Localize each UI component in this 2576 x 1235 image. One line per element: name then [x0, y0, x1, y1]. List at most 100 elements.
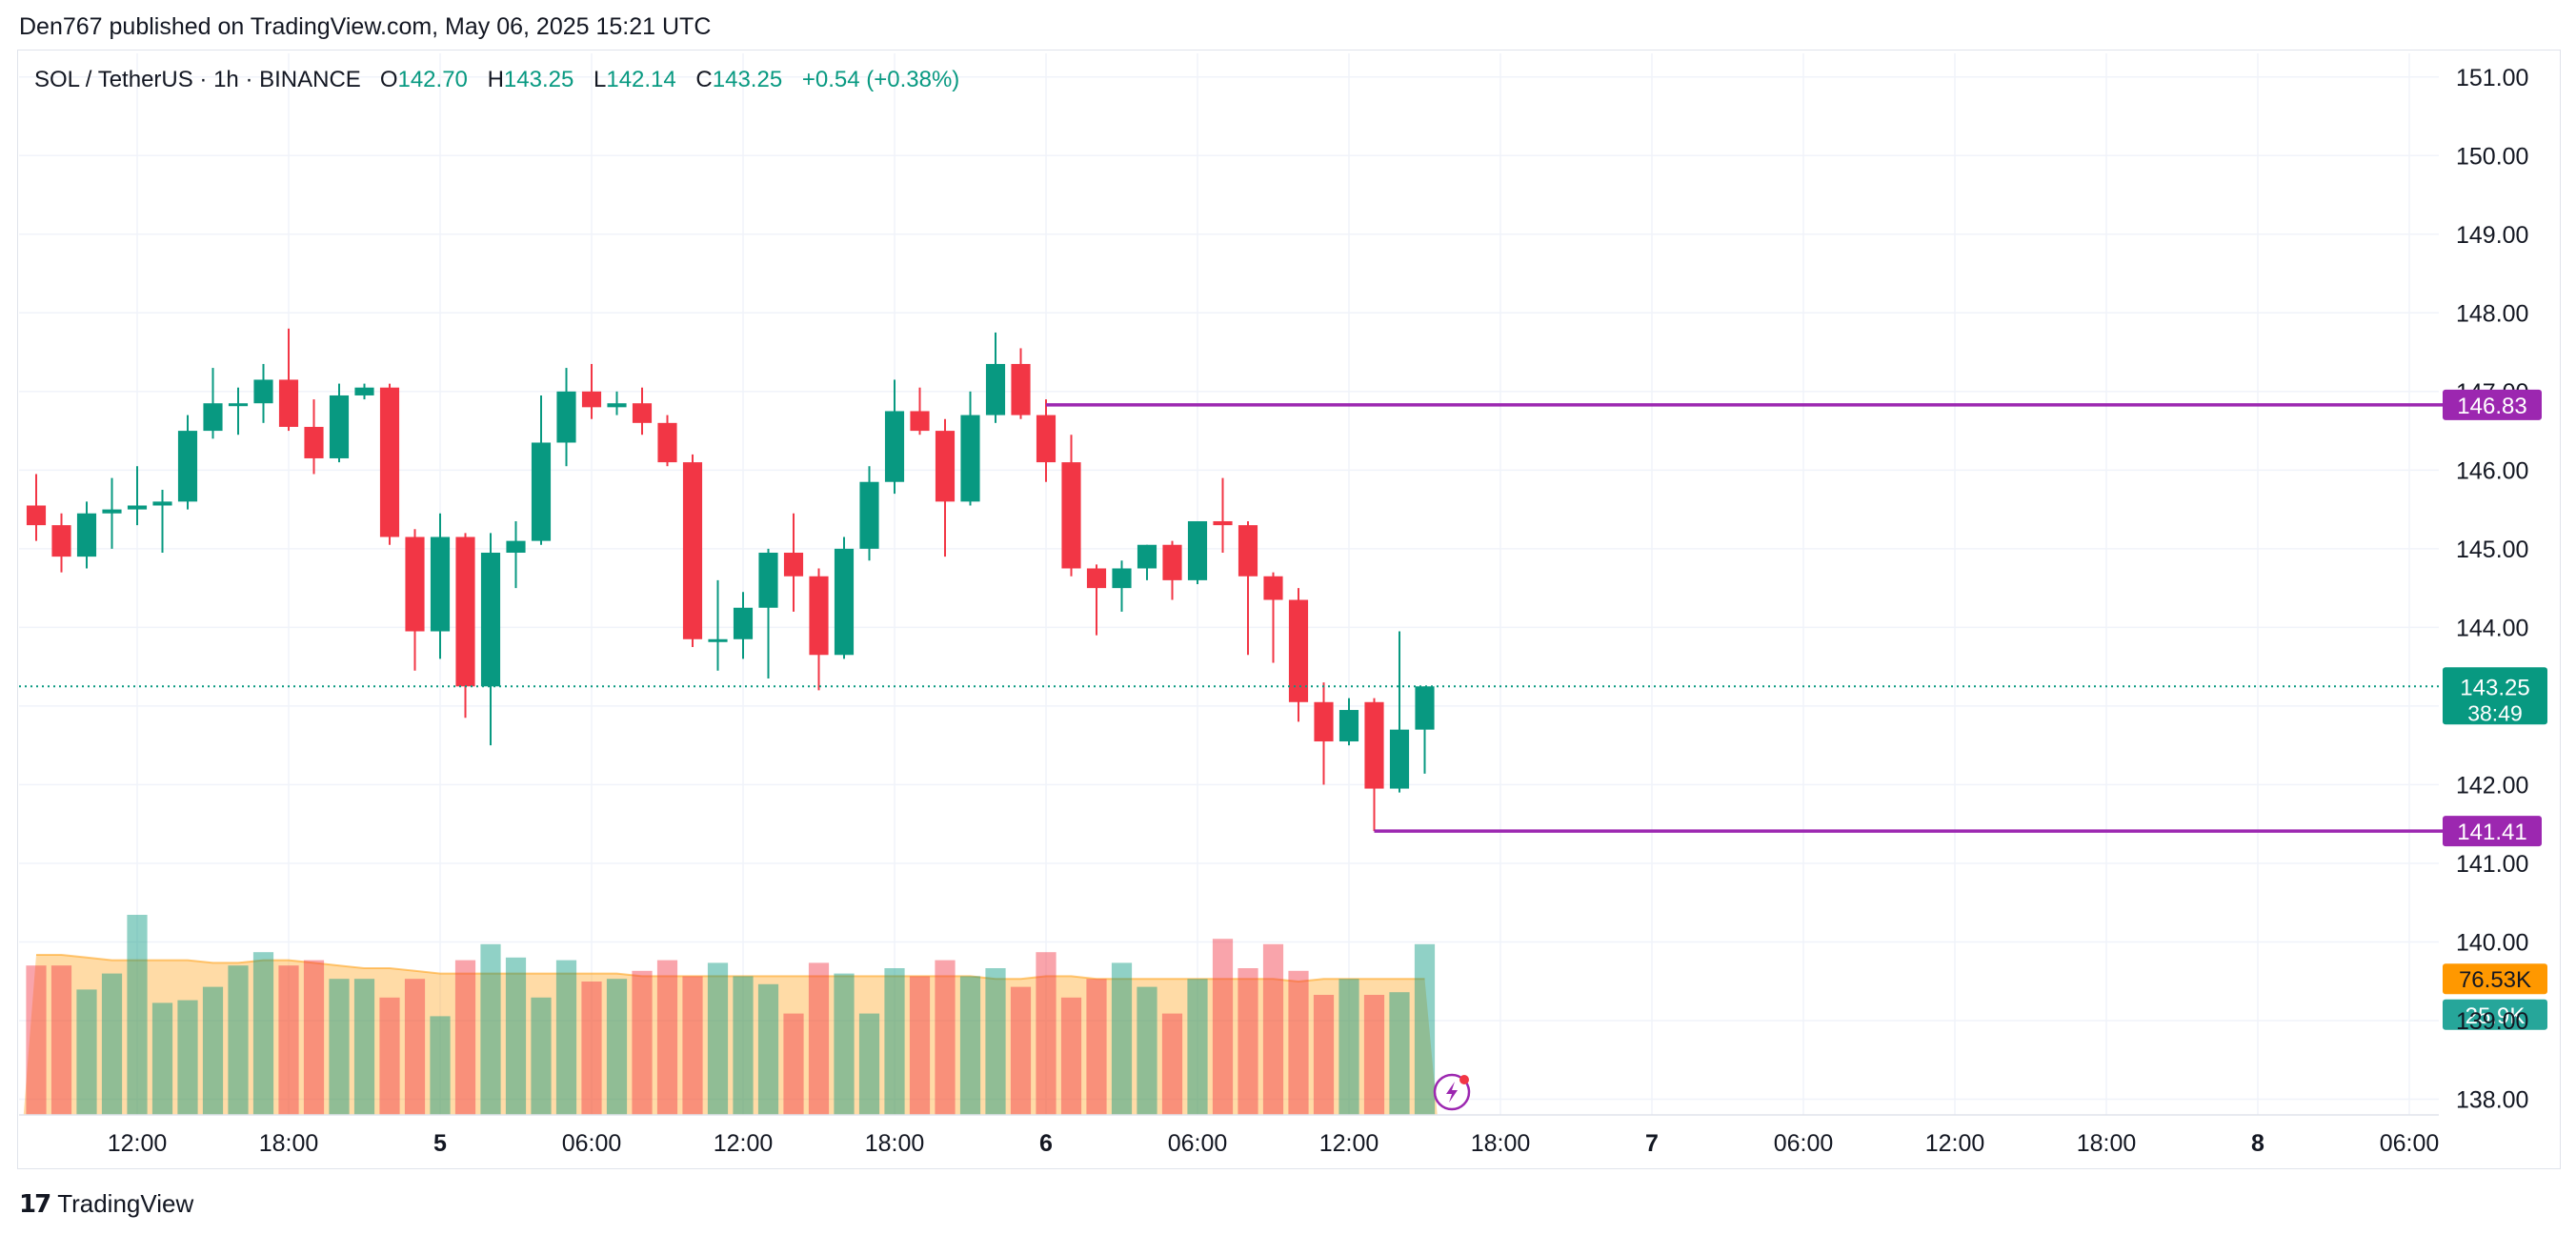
candle-body [76, 513, 97, 557]
candle-body [329, 395, 350, 458]
level-price-tag [2443, 816, 2542, 847]
tradingview-logo[interactable]: 𝟭𝟳 TradingView [19, 1189, 193, 1219]
candle-body [581, 391, 602, 408]
price-tick-label: 140.00 [2456, 929, 2528, 956]
candle-body [1162, 544, 1182, 580]
price-tick-label: 148.00 [2456, 300, 2528, 327]
candle-body [278, 379, 299, 427]
volume-bar [783, 1013, 804, 1115]
volume-bar [1313, 995, 1335, 1115]
volume-bar [1389, 992, 1410, 1115]
volume-bar [303, 960, 325, 1115]
volume-bar [1414, 943, 1436, 1115]
volume-bar [76, 989, 97, 1115]
volume-bar [884, 968, 905, 1115]
volume-bar [909, 976, 931, 1115]
volume-bar [707, 962, 729, 1115]
time-tick-label: 18:00 [865, 1130, 925, 1157]
volume-last-label: 25.9K [2465, 1003, 2526, 1029]
volume-ma-tag [2443, 963, 2547, 995]
candle-body [304, 426, 324, 458]
candle-body [430, 537, 451, 632]
time-tick-label: 12:00 [1925, 1130, 1985, 1157]
price-tick-label: 146.00 [2456, 457, 2528, 484]
time-tick-label: 12:00 [714, 1130, 774, 1157]
notification-dot-icon [1459, 1075, 1469, 1084]
price-tick-label: 142.00 [2456, 772, 2528, 799]
candle-body [253, 379, 273, 404]
candle-body [809, 576, 829, 656]
candle-body [834, 548, 855, 656]
candle-body [1137, 544, 1157, 569]
symbol-label[interactable]: SOL / TetherUS · 1h · BINANCE [34, 67, 361, 92]
time-tick-label: 06:00 [1774, 1130, 1834, 1157]
volume-bar [252, 952, 274, 1115]
volume-bar [480, 943, 501, 1115]
ohlc-legend: SOL / TetherUS · 1h · BINANCE O142.70 H1… [34, 67, 959, 93]
volume-ma-label: 76.53K [2459, 967, 2531, 993]
high-value: 143.25 [503, 67, 574, 92]
volume-bar [1363, 995, 1385, 1115]
volume-bar [505, 957, 527, 1115]
volume-bar [581, 982, 602, 1115]
candle-body [884, 411, 905, 482]
candle-body [657, 422, 677, 463]
low-label: L [593, 67, 607, 92]
candle-body [1238, 525, 1258, 577]
volume-bar [1060, 997, 1082, 1115]
candle-body [556, 391, 576, 443]
candle-body [935, 431, 956, 502]
candle-body [682, 462, 703, 639]
volume-bar [757, 983, 779, 1115]
volume-bar [555, 960, 577, 1115]
volume-bar [733, 976, 754, 1115]
candle-body [51, 525, 71, 557]
time-tick-label: 12:00 [108, 1130, 168, 1157]
time-tick-label: 6 [1039, 1130, 1053, 1157]
volume-bar [985, 968, 1006, 1115]
volume-bar [935, 960, 956, 1115]
candle-body [228, 403, 249, 407]
price-tick-label: 141.00 [2456, 851, 2528, 878]
volume-bar [656, 960, 678, 1115]
candle-body [1288, 599, 1309, 702]
volume-bar [127, 915, 148, 1115]
volume-bar [430, 1016, 451, 1115]
volume-bar [858, 1013, 880, 1115]
candle-body [607, 403, 627, 408]
volume-bar [606, 979, 628, 1115]
candle-body [1415, 686, 1435, 730]
candle-body [102, 509, 122, 514]
lightning-icon [1446, 1082, 1458, 1103]
low-value: 142.14 [606, 67, 676, 92]
time-tick-label: 06:00 [1168, 1130, 1228, 1157]
candle-body [1187, 520, 1208, 580]
candle-body [127, 505, 148, 510]
time-tick-label: 5 [433, 1130, 447, 1157]
volume-bar [329, 979, 350, 1115]
last-price-tag [2443, 667, 2547, 725]
candle-body [1364, 701, 1384, 789]
volume-bar [682, 976, 703, 1115]
volume-bar [151, 1002, 173, 1115]
candle-body [405, 537, 425, 632]
open-label: O [379, 67, 398, 92]
brand-name: TradingView [57, 1189, 194, 1218]
candles [26, 328, 1435, 832]
volume-bar [228, 965, 249, 1115]
volume-bar [632, 970, 653, 1115]
volume-bar [834, 973, 855, 1115]
volume-bar [379, 997, 400, 1115]
time-tick-label: 18:00 [2077, 1130, 2137, 1157]
volume-bar [278, 965, 299, 1115]
tradingview-logo-icon: 𝟭𝟳 [19, 1189, 51, 1218]
candle-body [1036, 415, 1057, 463]
volume-bar [531, 997, 552, 1115]
volume-bar [1187, 979, 1208, 1115]
volume-bar [101, 973, 123, 1115]
candle-body [1061, 462, 1081, 569]
volume-last-tag [2443, 999, 2547, 1030]
time-tick-label: 12:00 [1319, 1130, 1379, 1157]
volume-bar [1036, 952, 1057, 1115]
